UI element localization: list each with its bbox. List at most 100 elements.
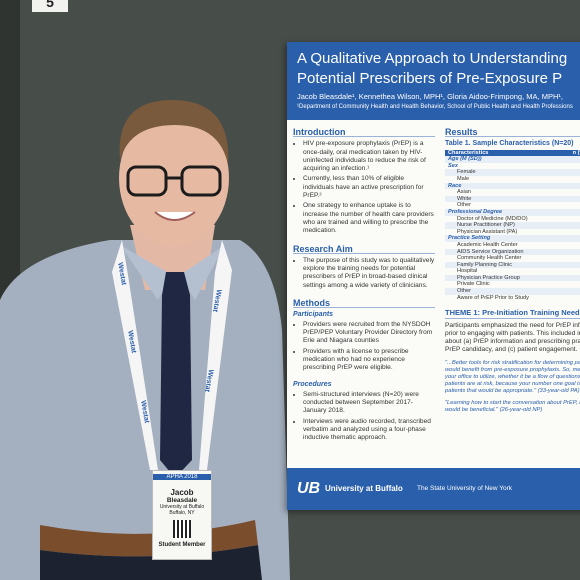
- row-label: White: [445, 195, 570, 203]
- bullet: Providers were recruited from the NYSDOH…: [303, 321, 435, 346]
- row-label: Academic Health Center: [457, 241, 518, 248]
- row-value: 2 (10): [570, 281, 580, 288]
- bullet: Semi-structured interviews (N=20) were c…: [303, 391, 435, 416]
- row-label: Private Clinic: [457, 281, 490, 288]
- bullet: Interviews were audio recorded, transcri…: [303, 418, 435, 443]
- row-label: Other: [445, 288, 570, 295]
- table-row: Male 3 (15): [445, 176, 580, 183]
- row-value: 3 (15): [570, 176, 580, 183]
- section-heading: Introduction: [293, 127, 435, 138]
- row-label: Other: [457, 202, 471, 209]
- row-label: Practice Setting: [445, 235, 570, 242]
- row-value: 2 (10): [569, 248, 580, 256]
- smile: [154, 211, 196, 221]
- row-value: 9 (45): [570, 216, 580, 223]
- right-column: Results Table 1. Sample Characteristics (…: [445, 127, 580, 414]
- lanyard: [112, 240, 232, 470]
- table-row: Female17 (85): [445, 169, 580, 176]
- row-value: 4 (20): [570, 242, 580, 249]
- section-heading: Results: [445, 127, 580, 138]
- bullet: Currently, less than 10% of eligible ind…: [303, 175, 435, 200]
- table-row: Race: [445, 182, 580, 190]
- table-caption: Table 1. Sample Characteristics (N=20): [445, 140, 574, 148]
- row-label: Male: [457, 175, 470, 182]
- row-label: Aware of PrEP Prior to Study: [457, 294, 529, 301]
- row-label: Age (M (SD)): [445, 156, 570, 163]
- row-label: Nurse Practitioner (NP): [445, 222, 570, 229]
- university-name: University at Buffalo: [325, 484, 403, 493]
- section-heading: Research Aim: [293, 244, 435, 254]
- table-row: Hospital 4 (20): [445, 268, 580, 275]
- row-label: Asian: [457, 189, 471, 196]
- row-value: 5 (25): [570, 255, 580, 262]
- table-row: Private Clinic 2 (10): [445, 281, 580, 288]
- row-label: AIDS Service Organization: [445, 248, 570, 256]
- row-value: 42.4 (12.5): [569, 156, 580, 163]
- bullet: The purpose of this study was to qualita…: [303, 257, 435, 290]
- row-value: 2 (10): [569, 288, 580, 295]
- section-heading: Methods: [293, 298, 435, 309]
- header-cell: Characteristics: [445, 149, 570, 157]
- row-value: 1 (5): [569, 261, 580, 269]
- table-row: Professional Degree: [445, 208, 580, 216]
- row-value: [569, 208, 580, 216]
- row-value: 16 (80): [569, 195, 580, 203]
- table-row: Family Planning Clinic1 (5): [445, 261, 580, 269]
- badge-org: University at Buffalo: [159, 504, 205, 510]
- row-value: [569, 182, 580, 190]
- row-label: Doctor of Medicine (MD/DO): [457, 215, 528, 222]
- table-row: Aware of PrEP Prior to Study 17 (85): [445, 295, 580, 302]
- table-row: Community Health Center 5 (25): [445, 255, 580, 262]
- bullet-list: Providers were recruited from the NYSDOH…: [293, 321, 435, 373]
- badge-first-name: Jacob: [170, 488, 194, 497]
- bullet-list: The purpose of this study was to qualita…: [293, 257, 435, 290]
- table-row: Age (M (SD))42.4 (12.5): [445, 156, 580, 163]
- table-row: Other 3 (15): [445, 202, 580, 209]
- tie: [160, 272, 192, 478]
- poster-header: A Qualitative Approach to Understanding …: [287, 42, 580, 120]
- row-value: 2 (10): [569, 274, 580, 282]
- row-value: 3 (15): [570, 202, 580, 209]
- row-label: Race: [445, 182, 570, 190]
- logo: UB: [297, 480, 321, 497]
- quote: "Learning how to start the conversation …: [445, 399, 580, 413]
- badge-last-name: Bleasdale: [166, 497, 198, 504]
- sign: 5: [32, 0, 68, 12]
- subsection-heading: Procedures: [293, 381, 332, 389]
- table-row: Nurse Practitioner (NP)7 (35): [445, 222, 580, 229]
- badge-role: Student Member: [158, 542, 206, 548]
- row-value: 4 (20): [570, 268, 580, 275]
- theme-text: Participants emphasized the need for PrE…: [445, 321, 580, 354]
- row-value: 17 (85): [570, 295, 580, 302]
- table-row: White16 (80): [445, 195, 580, 203]
- left-column: Introduction HIV pre-exposure prophylaxis…: [293, 127, 435, 452]
- bullet: Providers with a license to prescribe me…: [303, 348, 435, 373]
- bullet-list: Semi-structured interviews (N=20) were c…: [293, 391, 435, 443]
- row-label: Sex: [448, 162, 458, 169]
- collar: [120, 245, 225, 300]
- row-value: [569, 235, 580, 242]
- row-label: Physician Practice Group: [445, 274, 570, 282]
- poster-title: A Qualitative Approach to Understanding: [297, 50, 568, 67]
- bullet-list: HIV pre-exposure prophylaxis (PrEP) is a…: [293, 140, 435, 235]
- table-row: AIDS Service Organization2 (10): [445, 248, 580, 256]
- hair: [119, 100, 229, 165]
- row-value: 1 (5): [570, 189, 580, 196]
- row-value: [570, 163, 580, 170]
- row-value: 4 (20): [570, 229, 580, 236]
- quote: "...Better tools for risk stratification…: [445, 359, 580, 394]
- badge-event: APHA 2018: [153, 474, 211, 480]
- row-label: Hospital: [457, 268, 478, 275]
- table-row: Other2 (10): [445, 288, 580, 295]
- table-row: Sex: [445, 163, 580, 170]
- badge-city: Buffalo, NY: [169, 510, 195, 516]
- subsection-heading: Participants: [293, 311, 334, 319]
- poster-footer: UB University at Buffalo The State Unive…: [287, 468, 580, 510]
- row-label: Community Health Center: [457, 255, 522, 262]
- table-row: Physician Practice Group2 (10): [445, 274, 580, 282]
- poster: A Qualitative Approach to Understanding …: [287, 42, 580, 510]
- row-label: Professional Degree: [445, 208, 570, 216]
